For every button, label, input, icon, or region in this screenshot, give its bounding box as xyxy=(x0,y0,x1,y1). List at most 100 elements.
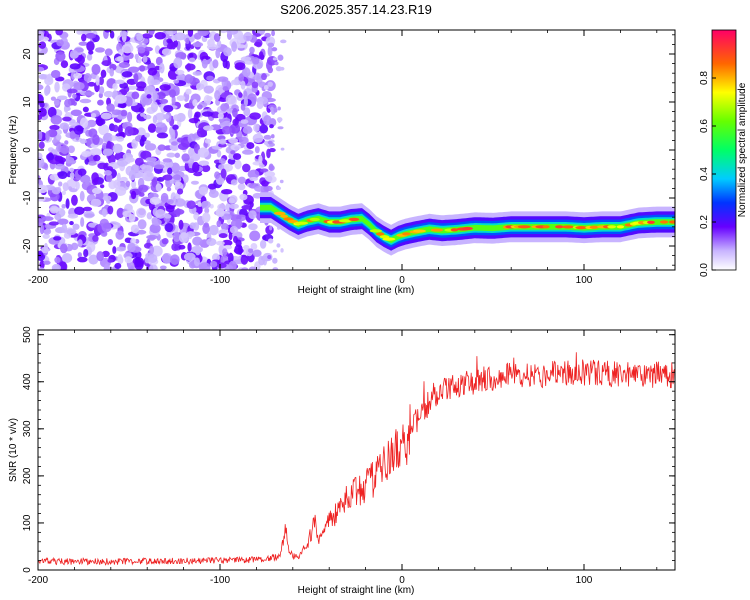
noise-blob xyxy=(103,90,114,98)
noise-blob xyxy=(202,223,210,235)
noise-blob xyxy=(88,50,94,55)
noise-blob xyxy=(206,43,219,50)
noise-blob xyxy=(147,123,157,133)
signal-hotspot xyxy=(450,228,459,232)
noise-blob xyxy=(170,129,176,141)
noise-blob xyxy=(237,176,246,184)
noise-blob xyxy=(44,86,49,97)
noise-blob xyxy=(206,75,214,81)
x-tick-label: -100 xyxy=(210,575,230,586)
noise-blob xyxy=(201,164,211,173)
noise-blob xyxy=(176,95,186,101)
noise-blob xyxy=(223,47,232,57)
noise-blob xyxy=(54,213,62,221)
noise-blob xyxy=(115,230,125,240)
colorbar-tick-label: 0.2 xyxy=(699,215,710,229)
noise-blob xyxy=(277,106,281,111)
noise-blob xyxy=(79,98,92,104)
noise-blob xyxy=(50,114,62,125)
noise-blob xyxy=(254,30,264,34)
noise-blob xyxy=(38,130,43,141)
noise-blob xyxy=(131,180,137,189)
noise-blob xyxy=(43,260,51,265)
noise-blob xyxy=(87,81,96,87)
noise-blob xyxy=(78,41,88,46)
noise-blob xyxy=(248,266,257,270)
noise-blob xyxy=(240,56,252,62)
noise-blob xyxy=(92,134,100,146)
noise-blob xyxy=(194,245,201,256)
noise-blob xyxy=(230,79,242,86)
signal-hotspot xyxy=(430,228,444,232)
noise-blob xyxy=(83,210,95,219)
y-tick-label: 200 xyxy=(22,467,33,484)
noise-blob xyxy=(98,86,105,95)
noise-blob xyxy=(235,239,242,247)
noise-blob xyxy=(249,230,261,242)
noise-blob xyxy=(134,53,139,60)
colorbar-tick-label: 0.0 xyxy=(699,263,710,277)
noise-blob xyxy=(217,76,229,82)
noise-blob xyxy=(243,31,253,42)
noise-blob xyxy=(196,82,203,91)
noise-blob xyxy=(206,237,217,246)
noise-blob xyxy=(223,244,233,250)
noise-blob xyxy=(166,199,174,205)
noise-blob xyxy=(124,126,134,137)
noise-blob xyxy=(38,41,47,49)
noise-blob xyxy=(53,236,62,241)
noise-blob xyxy=(98,76,104,86)
noise-blob xyxy=(165,204,175,213)
noise-blob xyxy=(107,205,114,215)
noise-blob xyxy=(106,166,114,171)
noise-blob xyxy=(217,112,224,120)
colorbar-ticks: 0.0 0.2 0.4 0.6 0.8 xyxy=(699,71,716,277)
noise-blob xyxy=(271,47,278,52)
noise-blob xyxy=(178,219,184,230)
noise-blob xyxy=(127,261,135,270)
noise-blob xyxy=(95,47,105,53)
noise-blob xyxy=(230,150,236,155)
noise-blob xyxy=(259,124,269,134)
noise-blob xyxy=(146,234,158,240)
noise-blob xyxy=(268,163,274,171)
noise-blob xyxy=(112,124,119,133)
noise-blob xyxy=(264,171,276,178)
noise-blob xyxy=(88,254,99,265)
noise-blob xyxy=(90,113,97,118)
noise-blob xyxy=(272,57,278,61)
noise-blob xyxy=(166,38,173,44)
noise-blob xyxy=(119,30,128,38)
noise-blob xyxy=(72,93,77,99)
noise-blob xyxy=(238,244,243,256)
noise-blob xyxy=(199,30,208,36)
noise-blob xyxy=(280,248,284,253)
noise-blob xyxy=(272,249,278,253)
noise-blob xyxy=(111,109,122,116)
noise-blob xyxy=(232,118,239,126)
noise-blob xyxy=(50,96,57,101)
noise-blob xyxy=(159,84,171,91)
noise-blob xyxy=(95,75,100,86)
noise-blob xyxy=(70,242,79,251)
noise-blob xyxy=(261,180,269,187)
snr-xlabel: Height of straight line (km) xyxy=(298,585,415,596)
noise-blob xyxy=(38,184,48,194)
noise-blob xyxy=(240,80,246,90)
noise-blob xyxy=(134,157,144,166)
noise-blob xyxy=(259,239,267,249)
noise-blob xyxy=(103,170,112,176)
noise-blob xyxy=(218,233,228,239)
noise-blob xyxy=(47,129,58,138)
noise-blob xyxy=(234,159,242,170)
noise-blob xyxy=(156,132,169,139)
noise-blob xyxy=(59,243,68,254)
noise-blob xyxy=(145,157,157,163)
noise-blob xyxy=(121,71,133,78)
signal-hotspot xyxy=(348,217,360,221)
noise-blob xyxy=(149,245,155,255)
y-tick-label: 0 xyxy=(22,147,33,153)
noise-blob xyxy=(86,41,95,52)
noise-blob xyxy=(143,114,152,120)
